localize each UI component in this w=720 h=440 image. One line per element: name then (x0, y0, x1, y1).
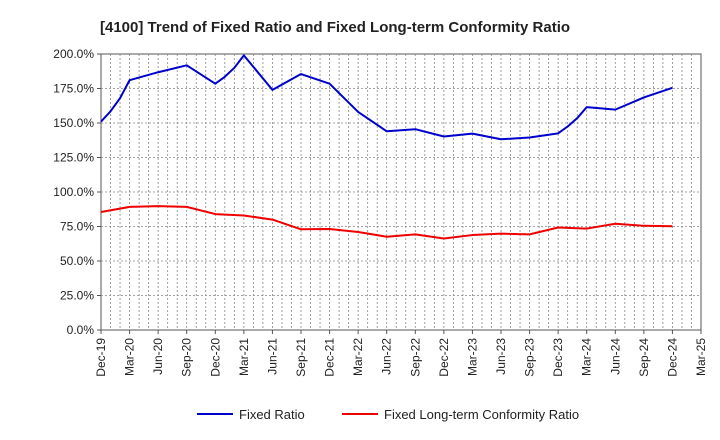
y-tick-label: 0.0% (67, 323, 95, 337)
y-tick-label: 25.0% (60, 289, 94, 303)
x-tick-label: Jun-21 (265, 338, 279, 375)
y-tick-label: 125.0% (53, 151, 94, 165)
x-tick-label: Dec-21 (323, 338, 337, 377)
series-line-fixed-ratio (100, 54, 673, 141)
y-tick-label: 175.0% (53, 82, 94, 96)
x-tick-label: Sep-22 (408, 338, 422, 377)
x-tick-label: Sep-23 (523, 338, 537, 377)
x-tick-label: Jun-20 (151, 338, 165, 375)
x-tick-label: Sep-20 (180, 338, 194, 377)
x-tick-label: Mar-23 (465, 338, 479, 376)
legend-label: Fixed Long-term Conformity Ratio (384, 407, 579, 422)
grid-layer (100, 53, 702, 331)
x-tick-label: Mar-24 (580, 338, 594, 376)
x-tick-label: Dec-20 (208, 338, 222, 377)
x-tick-label: Mar-25 (694, 338, 708, 376)
legend-label: Fixed Ratio (239, 407, 305, 422)
legend: Fixed Ratio Fixed Long-term Conformity Ra… (197, 407, 579, 422)
y-tick-label: 200.0% (53, 47, 94, 61)
axis-layer: 0.0% 25.0% 50.0% 75.0% 100.0% 125.0% 150.0% 175… (53, 47, 708, 377)
y-tick-label: 150.0% (53, 116, 94, 130)
x-tick-label: Jun-22 (380, 338, 394, 375)
x-tick-label: Sep-21 (294, 338, 308, 377)
x-tick-label: Dec-22 (437, 338, 451, 377)
x-tick-label: Dec-19 (94, 338, 108, 377)
y-tick-label: 100.0% (53, 185, 94, 199)
series-line-fixed-long-term-conformity-ratio (100, 205, 673, 240)
y-tick-label: 75.0% (60, 220, 94, 234)
x-tick-label: Jun-23 (494, 338, 508, 375)
x-tick-label: Mar-21 (237, 338, 251, 376)
x-tick-label: Mar-20 (123, 338, 137, 376)
x-tick-label: Mar-22 (351, 338, 365, 376)
series-layer (100, 54, 673, 240)
x-tick-label: Sep-24 (637, 338, 651, 377)
x-tick-label: Dec-23 (551, 338, 565, 377)
y-tick-label: 50.0% (60, 254, 94, 268)
x-tick-label: Dec-24 (665, 338, 679, 377)
chart-title: [4100] Trend of Fixed Ratio and Fixed Lo… (100, 19, 570, 36)
x-tick-label: Jun-24 (608, 338, 622, 375)
